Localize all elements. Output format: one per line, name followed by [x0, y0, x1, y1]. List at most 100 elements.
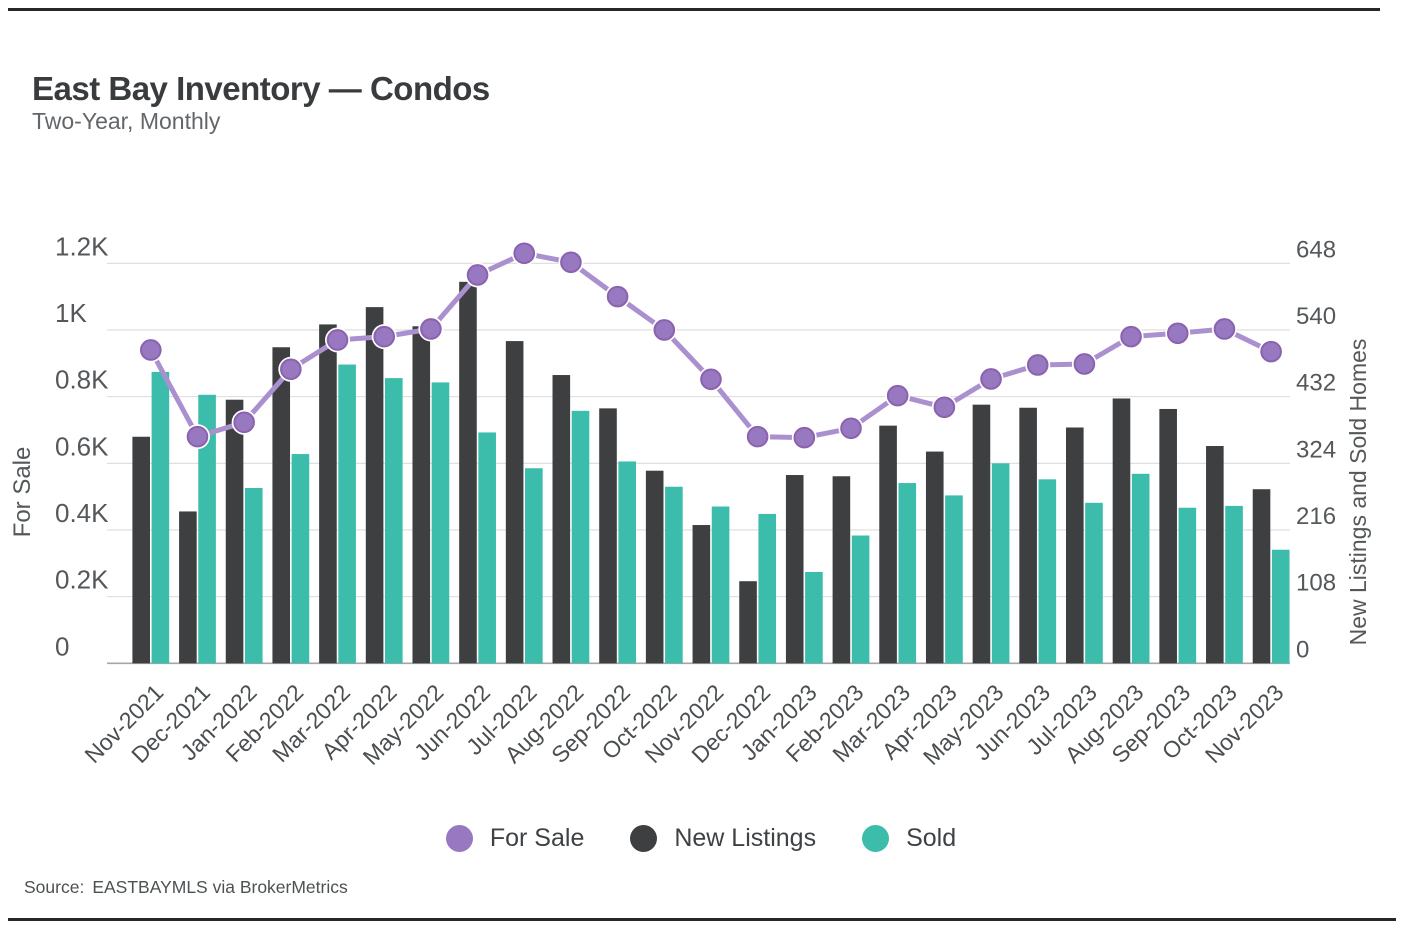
source-label: Source: [24, 877, 85, 897]
for-sale-marker [746, 425, 769, 448]
y-tick-label-left: 1.2K [55, 231, 109, 261]
bar-sold [338, 364, 356, 664]
legend-item-new-listings: New Listings [630, 824, 816, 853]
bar-new-listings [459, 281, 477, 664]
legend-item-for-sale: For Sale [445, 824, 585, 853]
y-tick-label-left: 0.8K [55, 365, 109, 395]
bar-new-listings [132, 436, 150, 664]
for-sale-marker [606, 285, 629, 308]
bar-sold [151, 371, 170, 664]
bar-sold [851, 535, 870, 664]
for-sale-marker [653, 319, 676, 341]
bar-new-listings [552, 375, 571, 664]
for-sale-marker [466, 264, 489, 286]
for-sale-marker [886, 384, 909, 407]
bar-sold [1271, 549, 1290, 664]
bar-sold [1038, 479, 1057, 664]
bar-new-listings [599, 408, 617, 664]
y-tick-label-left: 0.4K [55, 498, 109, 528]
y-axis-right-labels: 0 108 216 324 432 540 648 [1296, 236, 1336, 663]
page-subtitle: Two-Year, Monthly [32, 108, 221, 134]
bars-sold [151, 364, 1290, 664]
bar-sold [1085, 502, 1103, 664]
bar-sold [1225, 505, 1243, 664]
bar-new-listings [972, 404, 991, 664]
for-sale-marker [560, 251, 582, 274]
legend-item-sold: Sold [862, 824, 956, 853]
bar-new-listings [1159, 408, 1177, 664]
bar-sold [758, 513, 777, 664]
new-listings-swatch-icon [630, 825, 658, 852]
bar-sold [431, 382, 450, 664]
y-tick-label-right: 324 [1296, 436, 1336, 463]
bar-new-listings [1066, 427, 1084, 664]
for-sale-marker [233, 411, 255, 434]
bar-sold [618, 461, 636, 664]
y-tick-label-right: 432 [1296, 370, 1336, 397]
bar-sold [805, 571, 823, 664]
for-sale-marker [373, 325, 396, 348]
bar-sold [991, 463, 1010, 664]
for-sale-marker [933, 396, 956, 419]
y-tick-label-left: 1K [55, 298, 87, 328]
for-sale-marker [980, 368, 1002, 390]
bar-new-listings [505, 341, 524, 664]
bars-new-listings [132, 281, 1271, 664]
bar-sold [665, 486, 683, 664]
bar-new-listings [225, 399, 244, 664]
y-tick-label-right: 540 [1296, 303, 1336, 330]
bar-new-listings [1112, 398, 1131, 664]
bar-new-listings [1019, 407, 1037, 664]
y-tick-label-right: 108 [1296, 570, 1336, 597]
bar-new-listings [739, 581, 757, 664]
for-sale-marker [1213, 318, 1236, 340]
bar-sold [525, 468, 543, 664]
x-axis-labels: Nov-2021Dec-2021Jan-2022Feb-2022Mar-2022… [79, 679, 1288, 770]
bar-sold [898, 483, 917, 664]
chart-area: 0 0.2K 0.4K 0.6K 0.8K 1K 1.2K 0 108 216 324 432 540 6… [9, 231, 1371, 770]
bar-sold [198, 394, 216, 664]
bar-new-listings [692, 525, 711, 664]
bar-sold [291, 454, 310, 664]
for-sale-marker [1120, 325, 1142, 348]
bar-sold [571, 410, 590, 664]
y-axis-left-labels: 0 0.2K 0.4K 0.6K 0.8K 1K 1.2K [55, 231, 109, 661]
for-sale-marker [513, 242, 536, 265]
bar-new-listings [365, 307, 384, 664]
bar-sold [1178, 507, 1197, 664]
y-tick-label-left: 0 [55, 631, 69, 661]
y-tick-label-right: 0 [1296, 636, 1309, 663]
for-sale-marker [700, 368, 722, 391]
bar-sold [385, 378, 403, 664]
bar-sold [478, 432, 496, 664]
bar-sold [711, 506, 730, 664]
for-sale-swatch-icon [445, 825, 473, 852]
legend-label: For Sale [489, 824, 585, 852]
bar-new-listings [879, 425, 897, 664]
for-sale-markers [138, 240, 1284, 451]
bar-sold [945, 495, 963, 664]
bar-new-listings [1252, 489, 1271, 664]
bar-new-listings [272, 347, 291, 664]
y-tick-label-right: 216 [1296, 503, 1336, 530]
bar-new-listings [645, 470, 664, 664]
legend-label: New Listings [674, 824, 817, 852]
for-sale-marker [326, 329, 349, 351]
for-sale-marker [793, 426, 816, 449]
for-sale-marker [280, 358, 302, 381]
bar-sold [1131, 473, 1150, 664]
for-sale-marker [420, 318, 442, 340]
y-tick-label-left: 0.2K [55, 565, 109, 595]
y-tick-label-right: 648 [1296, 236, 1336, 263]
for-sale-marker [840, 417, 862, 440]
bar-new-listings [179, 511, 197, 664]
sold-swatch-icon [862, 825, 890, 852]
bar-sold [244, 487, 263, 664]
for-sale-marker [1026, 354, 1049, 376]
for-sale-line [148, 250, 1273, 441]
left-axis-title: For Sale [9, 447, 36, 538]
bar-new-listings [832, 476, 851, 664]
for-sale-marker [1260, 340, 1282, 363]
bar-new-listings [785, 475, 804, 664]
